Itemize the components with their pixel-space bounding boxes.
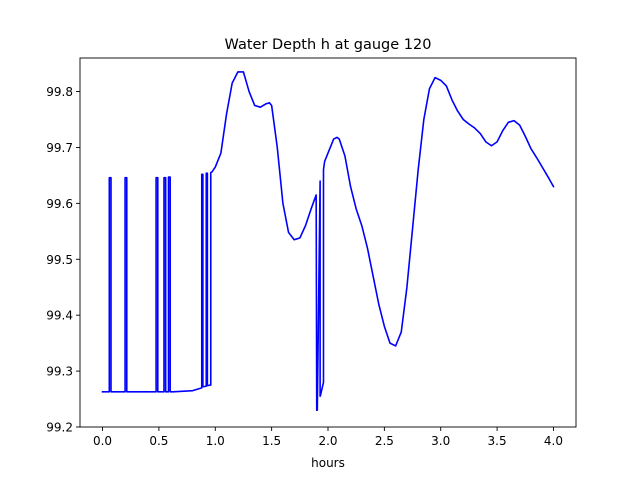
y-tick-label: 99.7 — [46, 141, 73, 155]
x-tick-label: 1.5 — [262, 434, 281, 448]
y-tick-label: 99.2 — [46, 421, 73, 435]
x-tick-label: 4.0 — [544, 434, 563, 448]
x-tick-label: 1.0 — [206, 434, 225, 448]
x-tick-label: 2.0 — [318, 434, 337, 448]
series-line-0 — [101, 71, 555, 412]
y-tick-label: 99.8 — [46, 85, 73, 99]
x-tick-label: 3.0 — [431, 434, 450, 448]
x-tick-label: 2.5 — [375, 434, 394, 448]
x-tick-label: 3.5 — [488, 434, 507, 448]
y-tick-label: 99.3 — [46, 365, 73, 379]
x-axis-label: hours — [311, 456, 345, 470]
y-tick-label: 99.6 — [46, 197, 73, 211]
y-tick-label: 99.5 — [46, 253, 73, 267]
plot-area: 0.0 0.5 1.0 1.5 2.0 2.5 3.0 3.5 4.0 99.2 99.3 99.4 9… — [46, 57, 577, 448]
chart-title: Water Depth h at gauge 120 — [225, 37, 432, 53]
x-tick-label: 0.5 — [149, 434, 168, 448]
y-tick-label: 99.4 — [46, 309, 73, 323]
x-tick-label: 0.0 — [93, 434, 112, 448]
